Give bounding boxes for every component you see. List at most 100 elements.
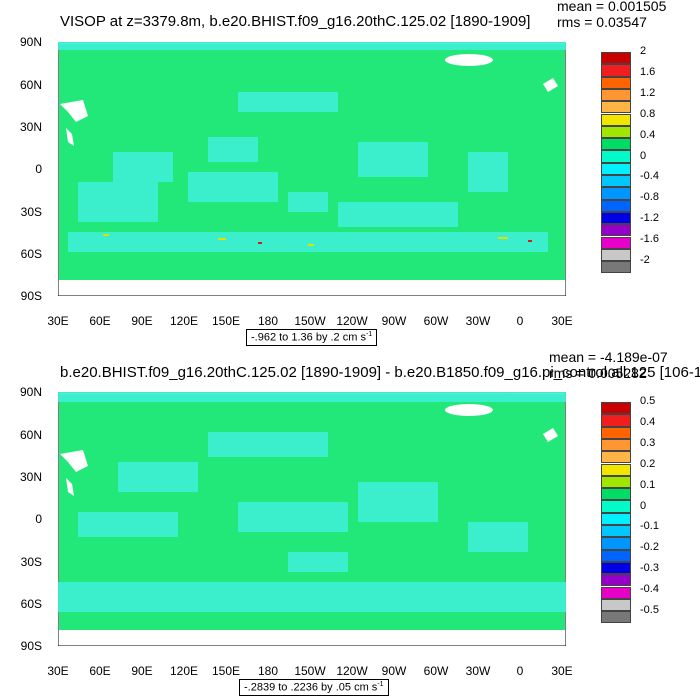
lon-label: 150W	[294, 664, 326, 678]
panel-title: VISOP at z=3379.8m, b.e20.BHIST.f09_g16.…	[60, 13, 531, 30]
colorbar-swatch	[601, 549, 631, 562]
colorbar-swatch	[601, 500, 631, 513]
colorbar-swatch	[601, 586, 631, 599]
lat-label: 60S	[20, 247, 42, 261]
land-mask-greenland	[445, 54, 493, 66]
lat-label: 90S	[20, 289, 42, 303]
map-canvas	[58, 42, 566, 296]
colorbar-swatch	[601, 150, 631, 163]
colorbar-swatch	[601, 611, 631, 624]
colorbar-label: 0.1	[640, 478, 656, 491]
lon-label: 0	[516, 314, 524, 328]
colorbar-swatch	[601, 451, 631, 464]
lat-label: 0	[35, 162, 42, 176]
colorbar-swatch	[601, 101, 631, 114]
rms-stat: rms = 0.005282	[549, 365, 647, 381]
top-panel: VISOP at z=3379.8m, b.e20.BHIST.f09_g16.…	[19, 0, 666, 346]
colorbar-label: 0.4	[640, 128, 656, 141]
colorbar-swatch	[601, 125, 631, 139]
colorbar-label: 0	[640, 499, 647, 512]
lat-label: 90S	[20, 639, 42, 653]
colorbar-label: -0.1	[640, 520, 659, 533]
colorbar-swatch	[601, 138, 631, 151]
land-mask-east	[543, 428, 558, 442]
colorbar-label: -0.3	[640, 562, 659, 575]
lon-label: 30E	[47, 314, 69, 328]
lon-label: 30W	[465, 314, 491, 328]
colorbar-swatch	[601, 488, 631, 501]
lon-label: 180	[257, 314, 279, 328]
lon-label: 90W	[381, 664, 407, 678]
lon-label: 60E	[89, 314, 111, 328]
land-mask-strip	[66, 128, 74, 146]
lon-label: 150E	[211, 314, 241, 328]
cyan-patches	[58, 392, 566, 612]
rms-stat: rms = 0.03547	[557, 14, 647, 30]
colorbar-swatch	[601, 211, 631, 225]
land-mask-west	[60, 100, 88, 122]
lon-label: 120W	[336, 664, 368, 678]
colorbar-label: 0.3	[640, 436, 656, 449]
colorbar-swatch	[601, 574, 631, 587]
colorbar-label: -1.6	[640, 233, 659, 246]
lat-label: 60N	[19, 428, 42, 442]
colorbar-swatch	[601, 402, 631, 415]
lon-label: 90W	[381, 314, 407, 328]
colorbar-label: -0.4	[640, 170, 659, 183]
land-mask-greenland	[445, 404, 493, 416]
lon-label: 60W	[423, 664, 449, 678]
cyan-patches	[58, 42, 566, 252]
land-mask-west	[60, 450, 88, 472]
map-plot	[58, 42, 566, 296]
colorbar-swatch	[601, 52, 631, 65]
lat-label: 30S	[20, 205, 42, 219]
lat-label: 60S	[20, 597, 42, 611]
panel-title: b.e20.BHIST.f09_g16.20thC.125.02 [1890-1…	[60, 364, 700, 381]
lon-label: 60E	[89, 664, 111, 678]
colorbar-label: 1.2	[640, 86, 656, 99]
lon-label: 90E	[131, 314, 153, 328]
colorbar-swatch	[601, 414, 631, 427]
lon-label: 180	[257, 664, 279, 678]
colorbar-swatch	[601, 537, 631, 550]
contour-range-label: -.2839 to .2236 by .05 cm s-1	[239, 679, 389, 696]
lat-label: 30N	[19, 470, 42, 484]
colorbar-label: 0.5	[640, 395, 656, 407]
colorbar-swatch	[601, 261, 631, 274]
lon-label: 150E	[211, 664, 241, 678]
lon-label: 60W	[423, 314, 449, 328]
colorbar-swatch	[601, 162, 631, 175]
lon-label: 30E	[551, 314, 573, 328]
colorbar-swatch	[601, 463, 631, 476]
colorbar-swatch	[601, 187, 631, 200]
lon-label: 30E	[551, 664, 573, 678]
lon-label: 120E	[169, 664, 199, 678]
lon-label: 120E	[169, 314, 199, 328]
colorbar-swatch	[601, 175, 631, 188]
colorbar-swatch	[601, 561, 631, 575]
colorbar-label: -0.5	[640, 604, 659, 617]
contour-range-label: -.962 to 1.36 by .2 cm s-1	[246, 329, 378, 346]
colorbar-label: 0.4	[640, 415, 656, 428]
colorbar-label: 0.8	[640, 107, 656, 120]
colorbar-swatch	[601, 426, 631, 439]
colorbar-label: -2	[640, 254, 650, 267]
colorbar-label: 0	[640, 149, 647, 162]
lon-label: 90E	[131, 664, 153, 678]
warm-specks	[103, 234, 532, 246]
lon-label: 30W	[465, 664, 491, 678]
colorbar-swatch	[601, 113, 631, 126]
lat-label: 0	[35, 512, 42, 526]
colorbar-label: -0.4	[640, 583, 659, 596]
lon-label: 0	[516, 664, 524, 678]
lat-label: 30S	[20, 555, 42, 569]
colorbar-label: -0.2	[640, 541, 659, 554]
lat-label: 30N	[19, 120, 42, 134]
lat-label: 60N	[19, 78, 42, 92]
colorbar-swatch	[601, 248, 631, 262]
colorbar-swatch	[601, 64, 631, 77]
colorbar-swatch	[601, 512, 631, 525]
mean-stat: mean = -4.189e-07	[549, 349, 668, 365]
land-mask-east	[543, 78, 558, 92]
bottom-panel: b.e20.BHIST.f09_g16.20thC.125.02 [1890-1…	[0, 349, 700, 700]
